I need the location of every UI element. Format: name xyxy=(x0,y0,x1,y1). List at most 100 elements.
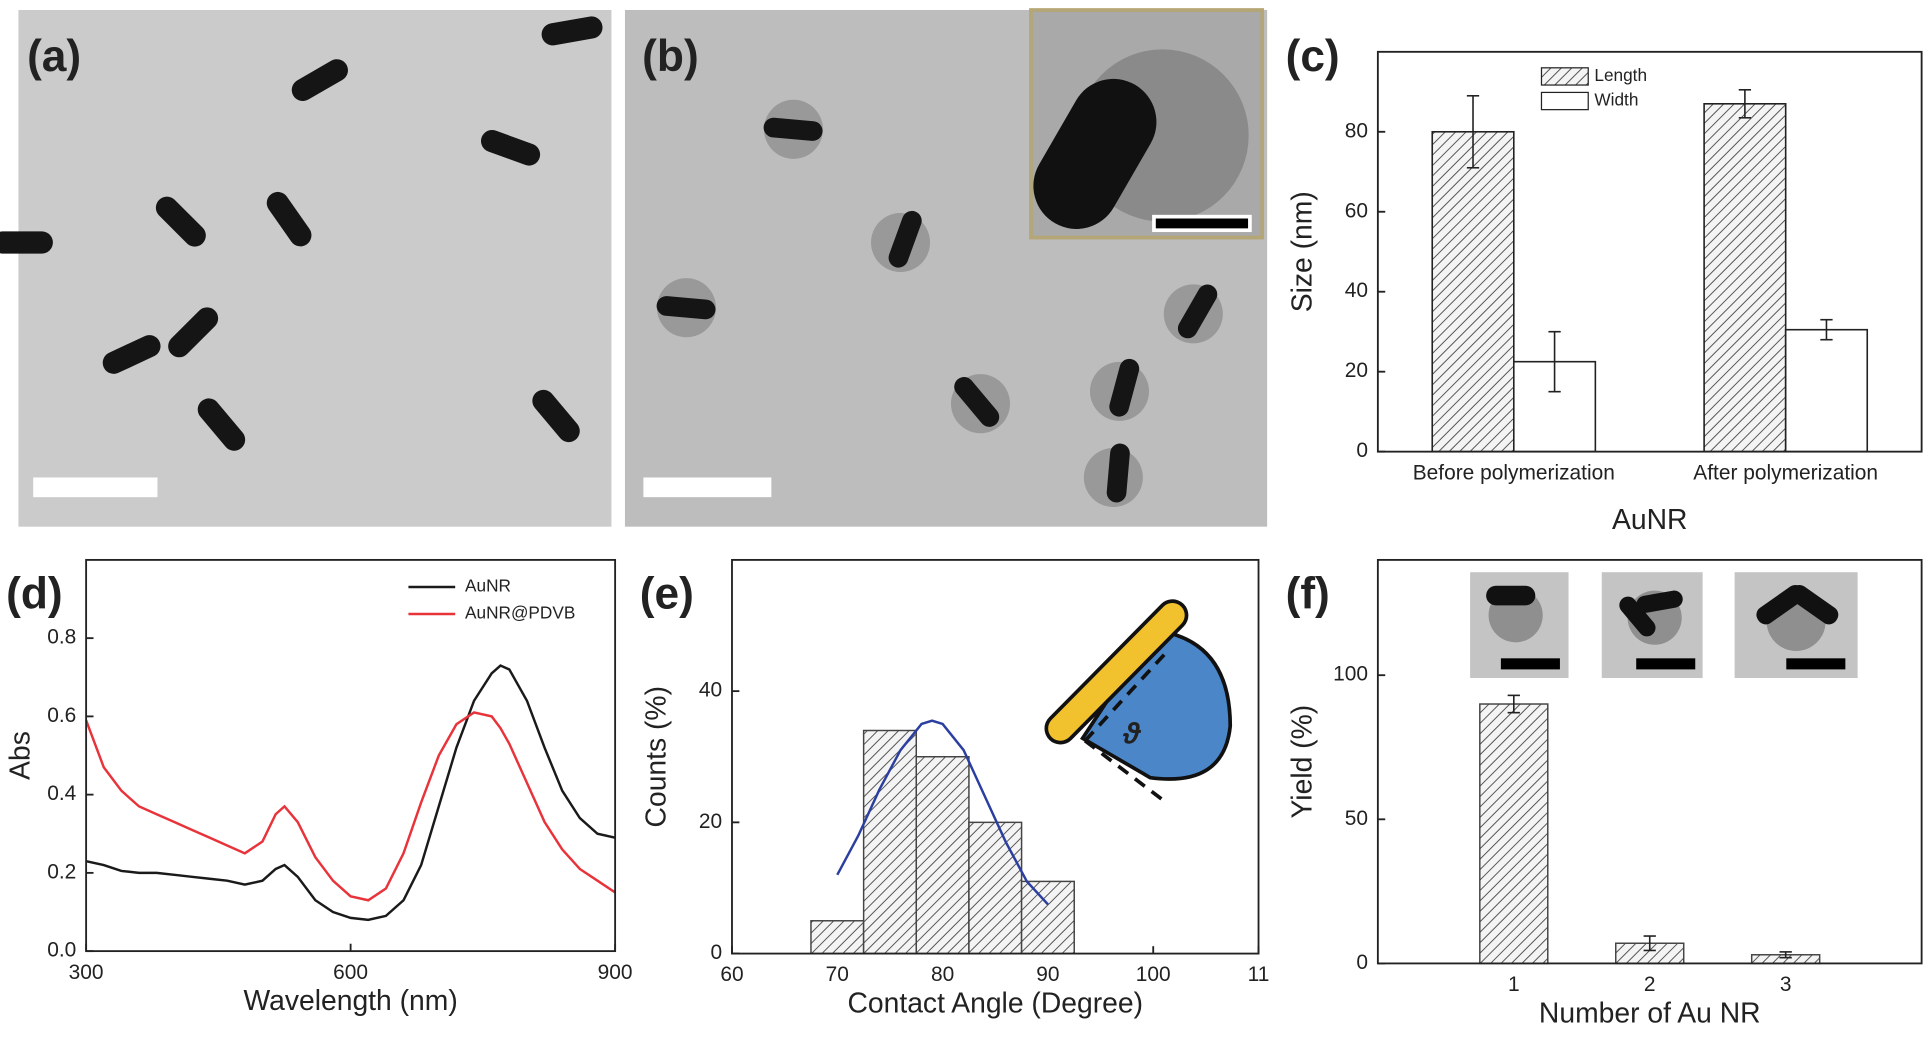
x-axis-label: AuNR xyxy=(1612,503,1687,535)
histogram-bar xyxy=(862,729,918,955)
y-tick-label: 0 xyxy=(1356,439,1368,462)
bar xyxy=(1431,130,1515,453)
nanorod xyxy=(291,59,348,102)
tem-image-a xyxy=(18,9,612,527)
y-axis-label: Abs xyxy=(4,731,36,780)
legend-label: AuNR@PDVB xyxy=(465,603,575,623)
x-tick-label: Before polymerization xyxy=(1413,461,1615,484)
y-tick-label: 0 xyxy=(1356,951,1368,974)
legend-swatch xyxy=(1540,91,1589,111)
nanorod xyxy=(155,196,206,247)
x-tick-label: 600 xyxy=(333,961,368,984)
annotation: ϑ xyxy=(1122,718,1142,751)
histogram-bar xyxy=(968,821,1023,955)
nanorod xyxy=(763,117,823,141)
fit-curve xyxy=(836,719,1049,906)
legend-swatch xyxy=(1540,67,1589,86)
inset-rod xyxy=(1790,584,1839,625)
x-tick-label: 900 xyxy=(598,961,633,984)
x-axis-label: Number of Au NR xyxy=(1539,997,1761,1029)
nanorod xyxy=(541,16,603,46)
nanorod xyxy=(168,307,219,358)
y-tick-label: 80 xyxy=(1345,119,1368,142)
x-tick-label: 70 xyxy=(826,963,849,986)
plot-frame xyxy=(1376,50,1923,453)
legend-label: AuNR xyxy=(465,576,511,596)
x-tick-label: 11 xyxy=(1248,963,1270,986)
schematic-droplet xyxy=(1079,628,1233,781)
inset-scale-bar xyxy=(1152,214,1252,233)
bar xyxy=(1479,703,1549,965)
scale-bar xyxy=(1786,658,1846,670)
scale-bar xyxy=(1500,658,1560,670)
x-tick-label: 300 xyxy=(69,961,104,984)
y-tick-label: 20 xyxy=(1345,359,1368,382)
line xyxy=(84,711,616,902)
nanorod xyxy=(102,335,161,374)
y-tick-label: 0.8 xyxy=(47,626,76,649)
panel-label: (d) xyxy=(6,570,63,619)
nanorod xyxy=(197,398,246,451)
nanorod xyxy=(480,129,541,166)
y-tick-label: 0.6 xyxy=(47,704,76,727)
inset-rod xyxy=(1033,78,1157,229)
y-tick-label: 40 xyxy=(1345,279,1368,302)
y-axis-label: Size (nm) xyxy=(1286,191,1318,312)
y-tick-label: 100 xyxy=(1333,663,1368,686)
bar xyxy=(1703,102,1787,453)
panel-label: (b) xyxy=(642,32,699,81)
legend-label: Length xyxy=(1594,65,1647,85)
x-axis-label: Contact Angle (Degree) xyxy=(847,987,1143,1019)
schematic-rod xyxy=(1048,602,1185,741)
y-tick-label: 0.0 xyxy=(47,939,76,962)
x-tick-label: After polymerization xyxy=(1693,461,1878,484)
line xyxy=(85,664,616,922)
panel-label: (f) xyxy=(1286,570,1330,619)
nanorod xyxy=(1109,358,1140,417)
x-tick-label: 3 xyxy=(1780,973,1792,996)
y-tick-label: 0 xyxy=(711,941,723,964)
y-tick-label: 0.2 xyxy=(47,860,76,883)
panel-label: (a) xyxy=(27,32,81,81)
nanorod xyxy=(888,210,922,268)
inset-rod xyxy=(1636,590,1683,613)
bar xyxy=(1784,328,1869,453)
nanorod xyxy=(532,389,580,443)
x-tick-label: 90 xyxy=(1036,963,1059,986)
histogram-bar xyxy=(1020,880,1075,955)
y-tick-label: 40 xyxy=(699,679,722,702)
y-tick-label: 60 xyxy=(1345,199,1368,222)
y-axis-label: Yield (%) xyxy=(1286,705,1318,819)
schematic-dash xyxy=(1083,739,1164,802)
nanorod xyxy=(0,231,53,254)
nanorod xyxy=(1106,443,1130,503)
nanorod xyxy=(656,296,716,320)
nanorod xyxy=(1177,284,1218,339)
panel-label: (c) xyxy=(1286,32,1340,81)
panel-label: (e) xyxy=(640,570,694,619)
histogram-bar xyxy=(915,756,970,955)
y-tick-label: 0.4 xyxy=(47,782,76,805)
plot-frame xyxy=(1376,558,1923,965)
plot-frame xyxy=(731,558,1260,955)
x-tick-label: 1 xyxy=(1508,973,1520,996)
x-tick-label: 100 xyxy=(1136,963,1171,986)
histogram-bar xyxy=(810,920,865,955)
inset-rod xyxy=(1619,596,1656,637)
nanorod xyxy=(266,191,312,247)
inset-rod xyxy=(1486,585,1536,606)
x-tick-label: 2 xyxy=(1644,973,1656,996)
x-tick-label: 80 xyxy=(931,963,954,986)
y-tick-label: 20 xyxy=(699,810,722,833)
x-axis-label: Wavelength (nm) xyxy=(243,984,457,1016)
legend-label: Width xyxy=(1594,90,1638,110)
y-tick-label: 50 xyxy=(1345,807,1368,830)
scale-bar xyxy=(33,477,158,498)
y-axis-label: Counts (%) xyxy=(640,686,672,827)
x-tick-label: 60 xyxy=(720,963,743,986)
nanorod xyxy=(954,376,1000,427)
scale-bar xyxy=(1636,658,1696,670)
scale-bar xyxy=(643,477,772,498)
plot-frame xyxy=(85,558,617,953)
